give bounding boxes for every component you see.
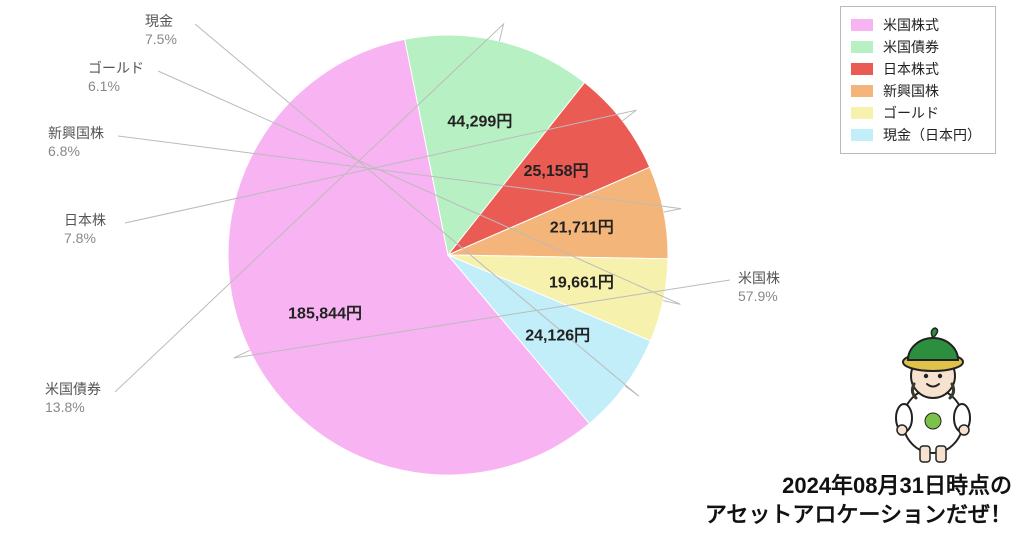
- external-label-category: ゴールド: [88, 60, 144, 78]
- mascot-illustration: [878, 326, 988, 466]
- legend-label: 日本株式: [883, 59, 939, 79]
- legend-box: 米国株式米国債券日本株式新興国株ゴールド現金（日本円）: [840, 6, 996, 154]
- legend-swatch: [851, 41, 873, 53]
- legend-row: 米国債券: [851, 37, 981, 57]
- external-label: 現金7.5%: [145, 13, 177, 48]
- external-label: 新興国株6.8%: [48, 125, 104, 160]
- legend-label: ゴールド: [883, 103, 939, 123]
- legend-swatch: [851, 85, 873, 97]
- legend-row: ゴールド: [851, 103, 981, 123]
- slice-value-label: 185,844円: [288, 304, 362, 322]
- external-label-category: 新興国株: [48, 125, 104, 143]
- slice-value-label: 44,299円: [447, 113, 512, 131]
- external-label: 米国株57.9%: [738, 270, 780, 305]
- legend-swatch: [851, 107, 873, 119]
- caption-line2: アセットアロケーションだぜ！: [705, 502, 1012, 527]
- slice-value-label: 21,711円: [550, 219, 614, 237]
- external-label: ゴールド6.1%: [88, 60, 144, 95]
- legend-row: 米国株式: [851, 15, 981, 35]
- legend-row: 日本株式: [851, 59, 981, 79]
- caption-line1: 2024年08月31日時点の: [782, 473, 1012, 498]
- external-label-category: 現金: [145, 13, 177, 31]
- legend-row: 現金（日本円）: [851, 125, 981, 145]
- mascot-group: [896, 328, 970, 462]
- caption-text: 2024年08月31日時点の アセットアロケーションだぜ！: [705, 471, 1012, 530]
- legend-label: 米国債券: [883, 37, 939, 57]
- legend-label: 米国株式: [883, 15, 939, 35]
- external-label-percent: 7.8%: [64, 230, 106, 248]
- legend-swatch: [851, 63, 873, 75]
- external-label-percent: 7.5%: [145, 31, 177, 49]
- external-label-percent: 6.8%: [48, 143, 104, 161]
- external-label: 米国債券13.8%: [45, 381, 101, 416]
- slice-value-label: 25,158円: [524, 162, 589, 180]
- slice-value-label: 24,126円: [525, 326, 590, 344]
- external-label: 日本株7.8%: [64, 212, 106, 247]
- external-label-percent: 57.9%: [738, 288, 780, 306]
- legend-label: 新興国株: [883, 81, 939, 101]
- external-label-category: 米国債券: [45, 381, 101, 399]
- legend-swatch: [851, 19, 873, 31]
- external-label-category: 米国株: [738, 270, 780, 288]
- slice-value-label: 19,661円: [549, 274, 614, 292]
- external-label-category: 日本株: [64, 212, 106, 230]
- legend-row: 新興国株: [851, 81, 981, 101]
- external-label-percent: 6.1%: [88, 78, 144, 96]
- legend-label: 現金（日本円）: [883, 125, 981, 145]
- external-label-percent: 13.8%: [45, 399, 101, 417]
- legend-swatch: [851, 129, 873, 141]
- chart-stage: { "canvas": { "width": 1024, "height": 5…: [0, 0, 1024, 538]
